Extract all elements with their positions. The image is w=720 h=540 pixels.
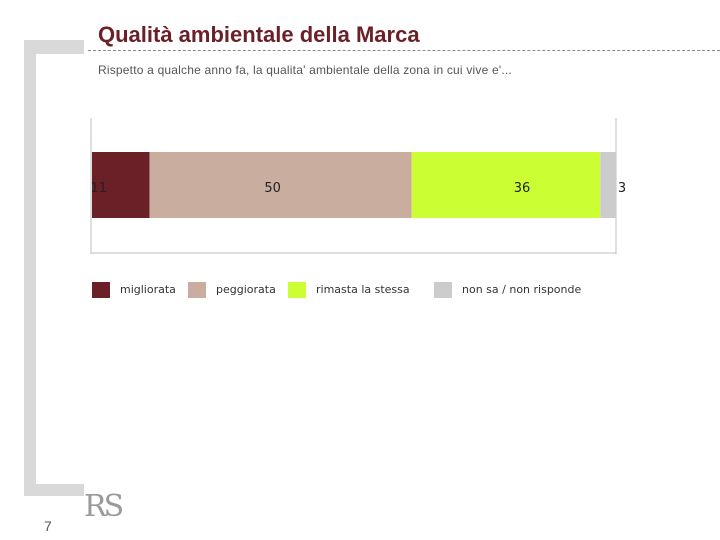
legend-swatch	[188, 282, 206, 298]
legend-label: migliorata	[120, 283, 176, 296]
chart-legend: migliorata peggiorata rimasta la stessa non…	[92, 280, 612, 300]
page-title: Qualità ambientale della Marca	[98, 22, 420, 47]
legend-label: non sa / non risponde	[462, 283, 582, 296]
legend-label: rimasta la stessa	[316, 283, 410, 296]
legend-swatch	[92, 282, 110, 298]
page-number: 7	[44, 518, 52, 534]
bars-layer	[92, 152, 616, 218]
data-label-4: 3	[618, 181, 626, 196]
legend-swatch	[288, 282, 306, 298]
legend-swatch	[434, 282, 452, 298]
bar-segment-2	[149, 152, 412, 218]
data-label-1: 11	[91, 181, 108, 196]
frame-bottom-bar	[24, 484, 84, 496]
bar-segment-3	[411, 152, 601, 218]
data-label-2: 50	[264, 181, 281, 196]
labels-layer: 11 50 36 3	[91, 181, 627, 196]
bar-segment-4	[600, 152, 616, 218]
legend-label: peggiorata	[216, 283, 276, 296]
question-subtitle: Rispetto a qualche anno fa, la qualita' …	[98, 63, 512, 77]
bar-segment-1	[92, 152, 150, 218]
company-logo: RS	[84, 489, 124, 524]
title-divider	[88, 50, 720, 51]
data-label-3: 36	[514, 181, 531, 196]
frame-top-bar	[24, 40, 84, 54]
frame-left-bar	[24, 40, 36, 496]
